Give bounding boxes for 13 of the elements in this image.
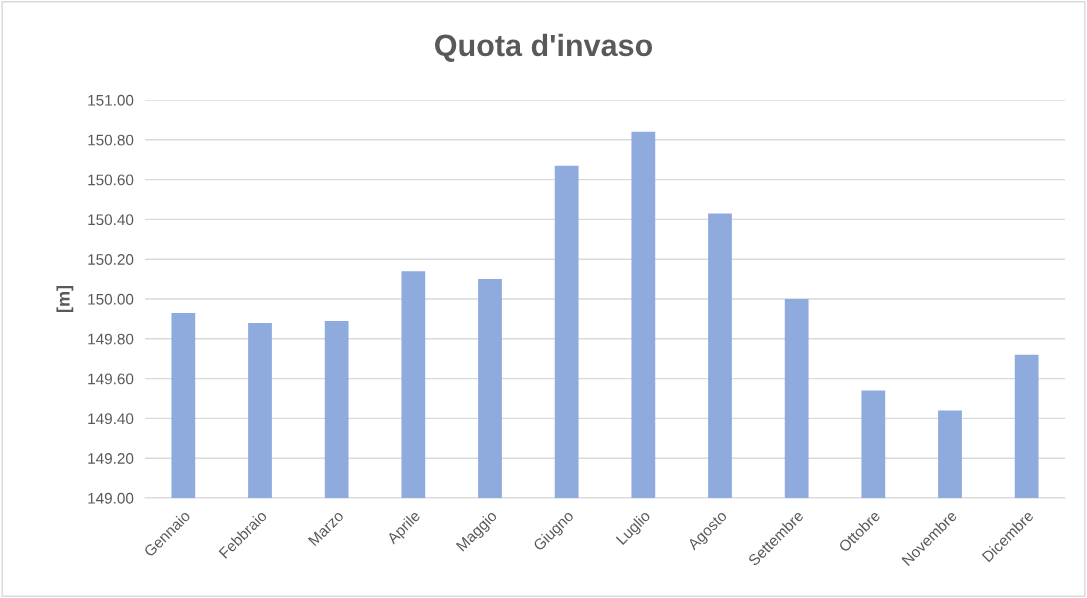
y-tick-label: 150.00 [88,293,134,305]
y-tick-label: 151.00 [88,94,134,106]
y-tick-label: 150.20 [88,254,134,265]
y-tick-label: 149.20 [88,453,134,464]
y-tick-label: 150.60 [88,174,134,186]
y-tick-label: 150.80 [88,134,134,146]
chart-title: Quota d'invaso [435,33,653,62]
y-tick-label: 149.60 [88,373,134,385]
y-tick-label: 149.00 [88,492,134,504]
y-tick-label: 150.40 [88,214,134,226]
y-tick-label: 149.40 [88,413,134,425]
y-axis-title: [m] [56,285,74,313]
y-tick-label: 149.80 [88,333,134,345]
